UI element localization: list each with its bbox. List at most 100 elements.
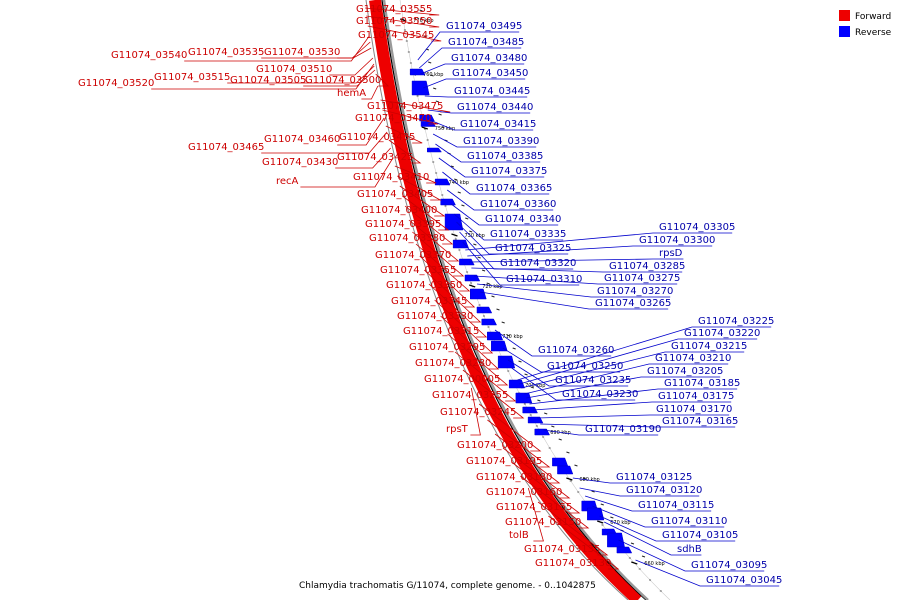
forward-gene-label: G11074_03425 — [337, 152, 413, 163]
forward-gene-label: G11074_03555 — [356, 4, 432, 15]
forward-gene-label: G11074_03515 — [154, 72, 230, 83]
gene-marker — [558, 438, 562, 441]
tick-label: 760 kbp — [423, 72, 443, 78]
gene-marker — [501, 321, 505, 324]
forward-gene-label: G11074_03540 — [111, 50, 187, 61]
reverse-connector — [438, 157, 545, 178]
forward-gene-label: G11074_03195 — [466, 456, 542, 467]
forward-connector — [361, 85, 379, 100]
tick-label: 740 kbp — [449, 180, 469, 186]
forward-connector — [385, 125, 423, 144]
reverse-gene — [607, 532, 625, 548]
gene-marker — [473, 243, 477, 246]
reverse-connector — [511, 367, 636, 401]
reverse-gene — [508, 379, 525, 389]
tick-label: 770 kbp — [413, 18, 433, 24]
forward-gene-label: G11074_03350 — [386, 280, 462, 291]
reverse-connector — [543, 429, 659, 436]
forward-connector — [337, 47, 372, 59]
reverse-connector — [517, 326, 772, 381]
gene-marker — [454, 178, 458, 181]
forward-gene-label: G11074_03405 — [357, 189, 433, 200]
reverse-gene-label: G11074_03270 — [597, 286, 673, 297]
forward-connector — [227, 65, 375, 84]
reverse-connector — [502, 347, 621, 373]
tick-mark — [597, 520, 604, 524]
gene-marker — [610, 516, 614, 519]
forward-connector — [423, 269, 482, 323]
gene-marker — [438, 113, 442, 116]
gene-marker — [518, 360, 522, 363]
forward-connector — [527, 487, 544, 542]
reverse-connector — [435, 143, 541, 163]
forward-gene-label: G11074_03475 — [367, 101, 443, 112]
gene-marker — [574, 464, 578, 467]
reverse-gene-label: G11074_03260 — [538, 345, 614, 356]
forward-gene-label: G11074_03550 — [356, 16, 432, 27]
forward-connector-layer — [151, 7, 620, 570]
gene-marker — [430, 74, 434, 77]
forward-connector — [434, 299, 494, 354]
forward-gene-label: G11074_03505 — [230, 75, 306, 86]
reverse-gene — [476, 306, 493, 314]
tick-label: 720 kbp — [482, 284, 502, 290]
reverse-gene-label: G11074_03450 — [452, 68, 528, 79]
reverse-connector — [519, 338, 758, 385]
reverse-connector — [604, 521, 702, 556]
reverse-gene — [409, 68, 426, 76]
forward-connector — [487, 419, 551, 468]
forward-connector — [470, 387, 481, 436]
reverse-gene — [452, 239, 469, 249]
legend-forward-swatch — [839, 10, 850, 21]
tick-label: 660 kbp — [644, 561, 664, 567]
forward-strand-ring — [369, 0, 642, 600]
reverse-connector — [532, 401, 732, 411]
reverse-gene-label: G11074_03220 — [684, 328, 760, 339]
reverse-connector — [471, 267, 683, 273]
tick-label: 700 kbp — [525, 383, 545, 389]
gene-marker — [600, 503, 604, 506]
forward-connector — [408, 219, 460, 262]
reverse-connector — [529, 388, 738, 405]
gene-marker — [491, 295, 495, 298]
forward-gene-label: G11074_03410 — [353, 172, 429, 183]
forward-connector — [261, 131, 388, 154]
reverse-connector — [423, 78, 526, 89]
reverse-connector — [477, 283, 671, 298]
gene-marker — [486, 282, 490, 285]
forward-gene-label: G11074_03355 — [380, 265, 456, 276]
forward-gene-label: G11074_03470 — [355, 113, 431, 124]
reverse-gene — [440, 198, 456, 206]
reverse-connector — [572, 477, 690, 484]
reverse-connector — [579, 487, 700, 497]
tick-mark — [566, 477, 573, 481]
gene-marker — [566, 451, 570, 454]
tick-label: 670 kbp — [610, 520, 630, 526]
reverse-connector — [419, 47, 522, 69]
reverse-connector — [507, 359, 629, 387]
forward-connector — [447, 333, 509, 386]
reverse-gene — [427, 147, 442, 153]
reverse-gene-label: sdhB — [677, 544, 702, 555]
reverse-connector — [462, 241, 580, 286]
forward-gene-label: G11074_03135 — [524, 544, 600, 555]
forward-gene-label: G11074_03295 — [409, 342, 485, 353]
reverse-connector — [429, 119, 534, 131]
reverse-gene-label: G11074_03300 — [639, 235, 715, 246]
gene-marker — [530, 386, 535, 389]
forward-gene-label: G11074_03430 — [262, 157, 338, 168]
reverse-gene-label: G11074_03205 — [647, 366, 723, 377]
reverse-gene-label: G11074_03190 — [585, 424, 661, 435]
tick-mark — [451, 233, 458, 237]
reverse-connector — [465, 232, 733, 251]
reverse-gene-label: G11074_03360 — [480, 199, 556, 210]
reverse-gene-label: G11074_03495 — [446, 21, 522, 32]
reverse-gene-label: G11074_03175 — [658, 391, 734, 402]
tick-mark — [421, 126, 428, 130]
map-caption: Chlamydia trachomatis G/11074, complete … — [299, 581, 596, 591]
gene-marker — [591, 490, 595, 493]
reverse-connector — [635, 559, 780, 587]
reverse-connector — [526, 376, 721, 399]
forward-connector — [402, 195, 450, 231]
